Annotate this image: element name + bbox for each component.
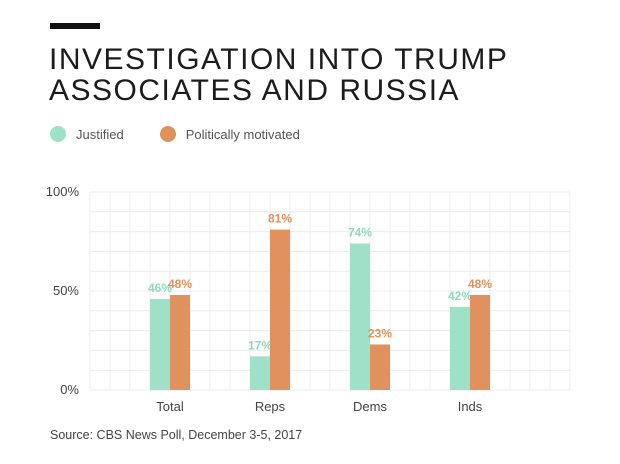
legend-swatch-politically-motivated: [159, 126, 176, 142]
x-tick-label: Reps: [255, 399, 286, 414]
data-label: 46%: [148, 281, 172, 295]
bar-chart: 100%50%0% 46%48%17%81%74%23%42%48% Total…: [46, 184, 571, 414]
bar-inds-justified: [450, 306, 470, 390]
source-note: Source: CBS News Poll, December 3-5, 201…: [50, 428, 303, 442]
bar-total-politically-motivated: [170, 294, 190, 390]
data-label: 74%: [348, 225, 372, 239]
data-label: 81%: [268, 212, 292, 226]
data-label: 48%: [168, 277, 192, 291]
legend-item-justified: Justified: [50, 126, 124, 142]
x-tick-label: Dems: [353, 399, 387, 414]
data-label: 48%: [468, 277, 492, 291]
title-rule: [50, 23, 100, 29]
chart-title: INVESTIGATION INTO TRUMP ASSOCIATES AND …: [49, 43, 508, 107]
legend-item-politically-motivated: Politically motivated: [159, 126, 300, 142]
bar-reps-politically-motivated: [270, 229, 290, 390]
legend-label-justified: Justified: [76, 126, 124, 142]
legend: Justified Politically motivated: [50, 124, 336, 144]
bar-reps-justified: [250, 356, 270, 390]
data-label: 23%: [368, 326, 392, 340]
chart-bars: 46%48%17%81%74%23%42%48%: [148, 212, 492, 390]
y-tick-label: 0%: [60, 382, 79, 397]
data-label: 42%: [448, 289, 472, 303]
legend-label-politically-motivated: Politically motivated: [185, 126, 300, 142]
data-label: 17%: [248, 338, 272, 352]
x-axis: Total Reps Dems Inds: [156, 399, 483, 414]
bar-dems-justified: [350, 243, 370, 390]
bar-total-justified: [150, 298, 170, 390]
bar-dems-politically-motivated: [370, 344, 390, 390]
y-tick-label: 50%: [53, 283, 79, 298]
x-tick-label: Inds: [458, 399, 483, 414]
y-axis: 100% 50% 0%: [46, 184, 80, 397]
x-tick-label: Total: [156, 399, 184, 414]
y-tick-label: 100%: [46, 184, 80, 199]
bar-inds-politically-motivated: [470, 294, 490, 390]
legend-swatch-justified: [50, 126, 66, 142]
